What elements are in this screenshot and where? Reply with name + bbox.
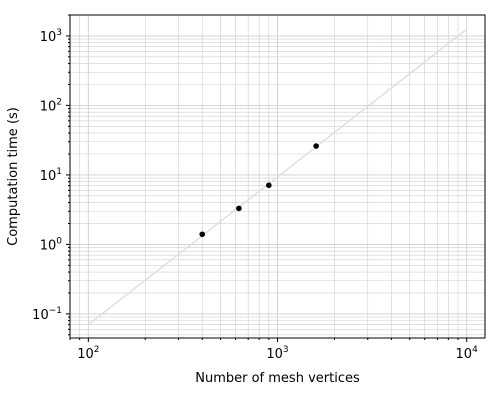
data-points (199, 143, 319, 238)
y-tick-label: 101 (40, 167, 62, 184)
data-point (266, 182, 272, 189)
y-tick-label: 103 (40, 28, 62, 45)
data-point (236, 205, 242, 212)
x-tick-label: 103 (266, 345, 288, 362)
y-tick-label: 102 (40, 97, 62, 114)
fit-line-layer (87, 28, 468, 326)
fit-line (87, 28, 468, 326)
y-tick-label: 100 (40, 236, 63, 253)
y-tick-labels: 10−1 100 101 102 103 (32, 28, 62, 323)
x-tick-label: 102 (77, 345, 99, 362)
axis-ticks (66, 14, 468, 342)
y-tick-label: 10−1 (32, 306, 62, 323)
x-tick-label: 104 (456, 345, 479, 362)
x-axis-label: Number of mesh vertices (195, 371, 360, 386)
x-tick-labels: 102 103 104 (77, 345, 478, 362)
data-point (313, 143, 319, 149)
data-point (199, 231, 206, 238)
grid (69, 14, 485, 338)
y-axis-label: Computation time (s) (6, 107, 21, 246)
